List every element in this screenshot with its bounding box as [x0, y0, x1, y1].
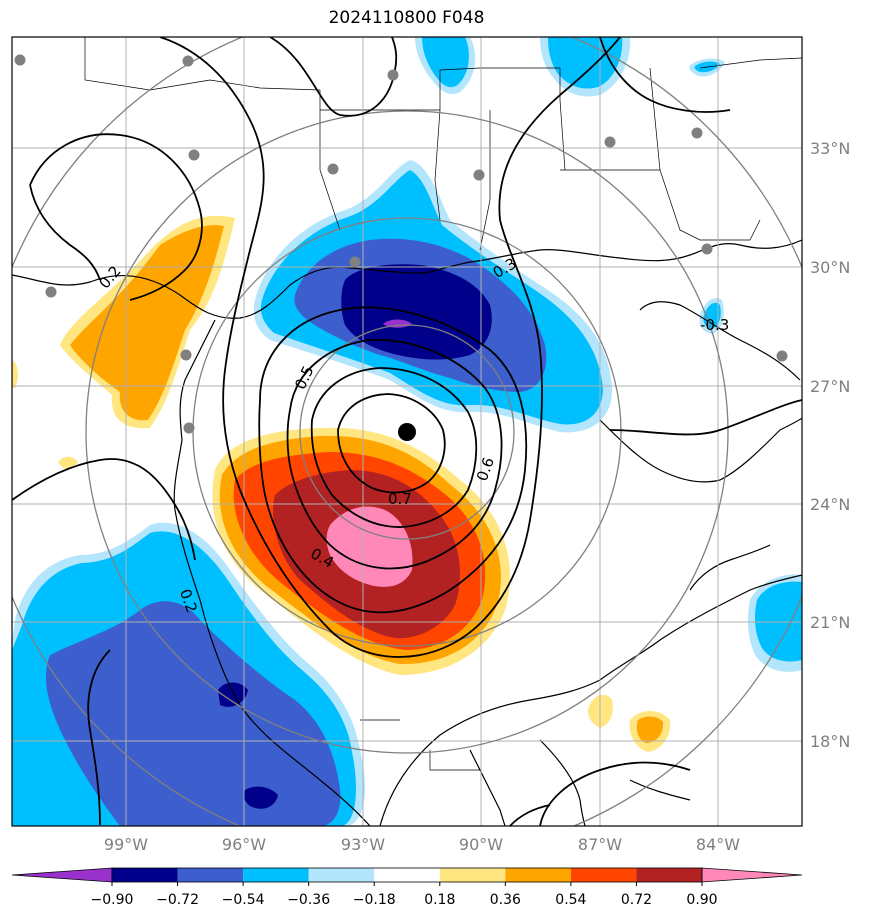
lon-label: 84°W	[696, 835, 740, 854]
colorbar-extend-left	[11, 867, 113, 883]
state-borders	[84, 37, 802, 771]
colorbar-segment	[308, 868, 375, 882]
positive-anomaly-small-spots	[12, 360, 671, 752]
latitude-labels: 33°N 30°N 27°N 24°N 21°N 18°N	[810, 139, 850, 751]
negative-anomaly-east	[747, 574, 802, 672]
lon-label: 90°W	[459, 835, 503, 854]
lat-label: 33°N	[810, 139, 850, 158]
contour-label: 0.7	[388, 490, 412, 508]
lon-label: 96°W	[222, 835, 266, 854]
colorbar: −0.90 −0.72 −0.54 −0.36 −0.18 0.18 0.36 0.54 0.7…	[11, 867, 803, 908]
lon-label: 87°W	[578, 835, 622, 854]
black-dot-icon	[398, 423, 416, 441]
colorbar-segment	[177, 868, 244, 882]
lat-label: 21°N	[810, 613, 850, 632]
positive-anomaly-south	[212, 427, 510, 675]
colorbar-tick-label: −0.36	[287, 892, 330, 908]
contour-label: -0.3	[700, 316, 729, 334]
colorbar-segment	[570, 868, 637, 882]
colorbar-segment	[374, 868, 440, 882]
colorbar-outline	[111, 867, 703, 883]
colorbar-segment	[439, 868, 506, 882]
lat-label: 24°N	[810, 495, 850, 514]
colorbar-segment	[505, 868, 571, 882]
plot-area: 0.2 0.5 0.6 0.7 0.4 0.3 -0.3 0.2	[12, 37, 802, 826]
colorbar-tick-label: 0.72	[621, 892, 652, 908]
positive-anomaly-west	[60, 215, 235, 429]
negative-anomaly-southwest	[12, 522, 365, 826]
colorbar-segment	[112, 868, 178, 882]
contour-lines	[12, 37, 802, 826]
lat-label: 27°N	[810, 377, 850, 396]
city-dots	[14, 54, 788, 434]
colorbar-tick-label: −0.54	[222, 892, 265, 908]
colorbar-segment	[243, 868, 309, 882]
lat-label: 18°N	[810, 732, 850, 751]
colorbar-tick-label: −0.72	[156, 892, 199, 908]
colorbar-tick-label: 0.54	[555, 892, 586, 908]
colorbar-tick-label: 0.90	[686, 892, 717, 908]
plot-frame	[11, 36, 803, 827]
colorbar-extend-right	[701, 867, 803, 883]
lon-label: 93°W	[341, 835, 385, 854]
map-title: 2024110800 F048	[328, 8, 485, 28]
lat-label: 30°N	[810, 258, 850, 277]
lon-label: 99°W	[104, 835, 148, 854]
colorbar-tick-label: 0.36	[490, 892, 521, 908]
colorbar-segment	[636, 868, 702, 882]
colorbar-tick-label: −0.18	[353, 892, 396, 908]
range-rings	[12, 37, 802, 826]
colorbar-tick-label: 0.18	[424, 892, 455, 908]
longitude-labels: 99°W 96°W 93°W 90°W 87°W 84°W	[104, 835, 740, 854]
colorbar-tick-label: −0.90	[91, 892, 134, 908]
